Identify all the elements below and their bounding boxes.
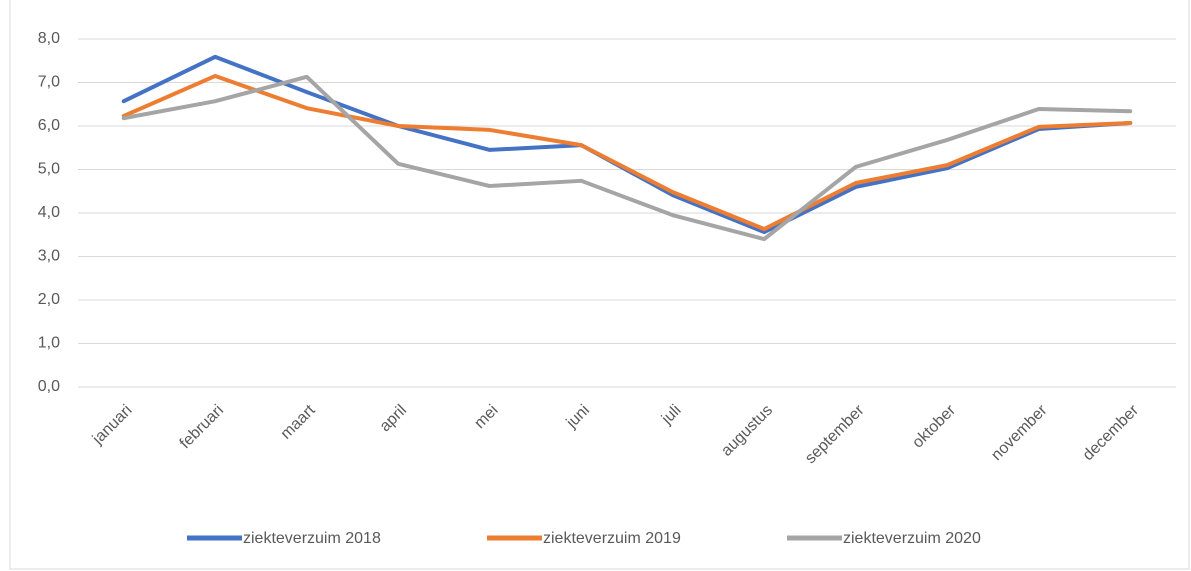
chart-frame — [9, 0, 1190, 570]
y-tick-label: 3,0 — [38, 248, 60, 265]
y-tick-label: 0,0 — [38, 378, 60, 395]
legend-label: ziekteverzuim 2019 — [543, 530, 681, 547]
y-tick-label: 5,0 — [38, 161, 60, 178]
y-tick-label: 1,0 — [38, 335, 60, 352]
y-tick-label: 7,0 — [38, 74, 60, 91]
series-line — [121, 74, 1133, 242]
y-tick-label: 6,0 — [38, 117, 60, 134]
legend-label: ziekteverzuim 2020 — [843, 530, 981, 547]
y-tick-label: 2,0 — [38, 291, 60, 308]
series-line — [121, 73, 1133, 232]
legend-label: ziekteverzuim 2018 — [243, 530, 381, 547]
y-tick-label: 8,0 — [38, 30, 60, 47]
y-tick-label: 4,0 — [38, 204, 60, 221]
